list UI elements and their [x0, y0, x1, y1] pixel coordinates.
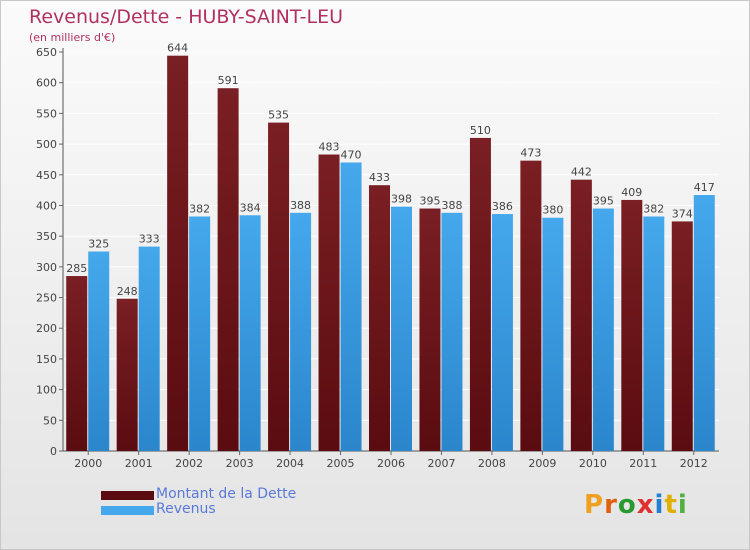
- y-tick-label-150: 150: [36, 353, 57, 366]
- bar-revenue-2008: [491, 214, 513, 451]
- value-label-revenue-2001: 333: [139, 233, 160, 246]
- x-tick-label-2008: 2008: [478, 457, 506, 470]
- legend-label-debt: Montant de la Dette: [156, 486, 297, 502]
- value-label-revenue-2012: 417: [694, 181, 715, 194]
- y-tick-label-50: 50: [43, 414, 57, 427]
- y-tick-label-500: 500: [36, 138, 57, 151]
- value-label-revenue-2010: 395: [593, 195, 614, 208]
- x-tick-label-2010: 2010: [579, 457, 607, 470]
- chart-unit-label: (en milliers d'€): [29, 31, 116, 44]
- value-label-revenue-2000: 325: [88, 238, 109, 251]
- x-tick-label-2003: 2003: [226, 457, 254, 470]
- value-label-debt-2007: 395: [419, 195, 440, 208]
- bar-revenue-2005: [340, 162, 362, 451]
- bar-revenue-2010: [592, 208, 614, 451]
- bar-revenue-2004: [290, 212, 312, 451]
- x-tick-label-2004: 2004: [276, 457, 304, 470]
- y-tick-label-550: 550: [36, 107, 57, 120]
- value-label-debt-2001: 248: [117, 285, 138, 298]
- y-tick-label-250: 250: [36, 292, 57, 305]
- value-label-revenue-2009: 380: [542, 204, 563, 217]
- bar-revenue-2000: [88, 251, 110, 451]
- legend-label-revenue: Revenus: [156, 501, 216, 517]
- y-tick-label-650: 650: [36, 46, 57, 59]
- logo-letter: o: [617, 490, 637, 520]
- value-label-revenue-2007: 388: [441, 199, 462, 212]
- value-label-revenue-2008: 386: [492, 200, 513, 213]
- bar-debt-2001: [116, 298, 138, 451]
- bar-debt-2006: [369, 185, 390, 451]
- value-label-revenue-2005: 470: [341, 148, 362, 161]
- value-label-debt-2004: 535: [268, 109, 289, 122]
- bar-revenue-2002: [189, 216, 211, 451]
- bar-revenue-2006: [391, 206, 412, 451]
- x-tick-label-2007: 2007: [427, 457, 455, 470]
- value-label-debt-2005: 483: [319, 141, 340, 154]
- y-tick-label-0: 0: [50, 445, 57, 458]
- bar-debt-2002: [167, 55, 189, 452]
- value-label-debt-2008: 510: [470, 124, 491, 137]
- bar-debt-2010: [570, 179, 592, 451]
- y-tick-label-300: 300: [36, 261, 57, 274]
- bar-debt-2012: [671, 221, 693, 451]
- logo-letter: x: [636, 490, 655, 520]
- logo-letter: i: [654, 490, 665, 520]
- bar-revenue-2009: [542, 217, 564, 451]
- legend-swatch-revenue: [101, 506, 154, 515]
- x-tick-label-2011: 2011: [629, 457, 657, 470]
- bar-debt-2003: [217, 88, 239, 452]
- value-label-revenue-2006: 398: [391, 193, 412, 206]
- x-tick-label-2000: 2000: [74, 457, 102, 470]
- value-label-debt-2002: 644: [167, 42, 188, 55]
- bar-revenue-2001: [138, 246, 160, 451]
- bar-debt-2011: [621, 199, 643, 451]
- logo-letter: P: [584, 490, 605, 520]
- value-label-revenue-2011: 382: [643, 203, 664, 216]
- chart-title: Revenus/Dette - HUBY-SAINT-LEU: [29, 6, 344, 28]
- logo-letter: r: [604, 490, 618, 520]
- value-label-debt-2011: 409: [621, 186, 642, 199]
- logo-letter: t: [664, 490, 678, 520]
- y-tick-label-600: 600: [36, 77, 57, 90]
- value-label-debt-2012: 374: [672, 207, 693, 220]
- y-tick-label-450: 450: [36, 169, 57, 182]
- value-label-revenue-2002: 382: [189, 203, 210, 216]
- bar-revenue-2012: [693, 195, 715, 451]
- value-label-revenue-2004: 388: [290, 199, 311, 212]
- bar-revenue-2003: [239, 215, 261, 451]
- bar-debt-2008: [469, 137, 491, 451]
- logo-letter: i: [677, 490, 688, 520]
- bar-revenue-2011: [643, 216, 665, 451]
- x-tick-label-2001: 2001: [125, 457, 153, 470]
- y-tick-label-400: 400: [36, 199, 57, 212]
- bar-debt-2007: [419, 208, 441, 451]
- bar-debt-2004: [268, 122, 290, 451]
- value-label-debt-2006: 433: [369, 171, 390, 184]
- x-tick-label-2012: 2012: [680, 457, 708, 470]
- x-tick-label-2005: 2005: [327, 457, 355, 470]
- value-label-debt-2003: 591: [218, 74, 239, 87]
- bar-revenue-2007: [441, 212, 463, 451]
- x-tick-label-2006: 2006: [377, 457, 405, 470]
- value-label-debt-2010: 442: [571, 166, 592, 179]
- value-label-debt-2000: 285: [66, 262, 87, 275]
- y-tick-label-350: 350: [36, 230, 57, 243]
- y-tick-label-200: 200: [36, 322, 57, 335]
- value-label-revenue-2003: 384: [240, 201, 261, 214]
- x-tick-label-2002: 2002: [175, 457, 203, 470]
- bar-debt-2000: [66, 276, 88, 451]
- proxiti-logo: Proxiti: [584, 490, 688, 520]
- y-tick-label-100: 100: [36, 384, 57, 397]
- bar-debt-2009: [520, 160, 542, 452]
- x-tick-label-2009: 2009: [528, 457, 556, 470]
- bar-debt-2005: [318, 154, 340, 451]
- value-label-debt-2009: 473: [520, 147, 541, 160]
- legend-swatch-debt: [101, 491, 154, 500]
